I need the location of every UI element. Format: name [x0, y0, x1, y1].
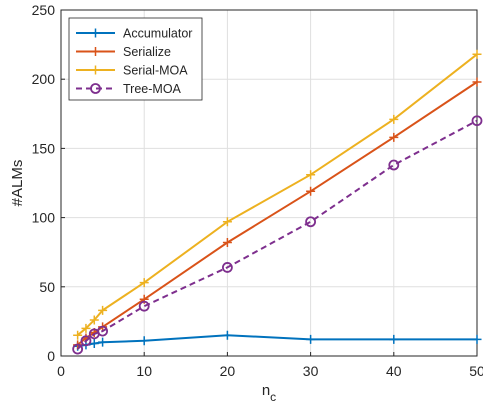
data-point-accumulator: [139, 336, 149, 346]
x-tick-label: 30: [303, 363, 319, 379]
series-tree-moa: [72, 115, 483, 355]
legend-marker-serialize: [91, 47, 100, 56]
data-point-accumulator: [222, 330, 232, 340]
data-point-tree-moa: [97, 325, 108, 337]
data-point-serialize: [472, 77, 482, 87]
legend-label-tree-moa: Tree-MOA: [123, 82, 182, 96]
x-axis-title-main: n: [262, 382, 270, 399]
legend-items: Accumulator Serialize Serial-MOA Tree-MOA: [76, 27, 192, 96]
x-axis: 0 10 20 30 40 50: [57, 352, 483, 379]
y-tick-label: 200: [32, 71, 56, 87]
data-point-serialize: [306, 186, 316, 196]
x-tick-label: 20: [220, 363, 236, 379]
y-tick-label: 100: [32, 210, 56, 226]
x-tick-label: 40: [386, 363, 402, 379]
data-point-tree-moa: [305, 216, 317, 228]
data-point-serial-moa: [472, 49, 482, 59]
y-axis: 0 50 100 150 200 250: [32, 2, 65, 364]
y-tick-label: 150: [32, 140, 56, 156]
legend-label-serialize: Serialize: [123, 45, 171, 59]
data-point-serial-moa: [222, 217, 232, 227]
x-tick-label: 0: [57, 363, 65, 379]
data-point-accumulator: [98, 337, 108, 347]
x-axis-title-subscript: c: [270, 390, 276, 404]
x-axis-title: nc: [262, 382, 276, 404]
data-point-serial-moa: [73, 330, 83, 340]
data-point-tree-moa: [80, 335, 92, 347]
data-point-serial-moa: [81, 323, 91, 333]
data-point-tree-moa: [72, 343, 84, 355]
data-point-tree-moa: [221, 262, 233, 273]
y-tick-label: 50: [39, 279, 55, 295]
legend-marker-accumulator: [91, 28, 100, 38]
legend-label-accumulator: Accumulator: [123, 27, 192, 41]
data-point-serial-moa: [389, 114, 399, 124]
data-point-accumulator: [89, 339, 99, 349]
series-serial-moa: [73, 49, 482, 340]
legend: Accumulator Serialize Serial-MOA Tree-MOA: [68, 17, 203, 101]
legend-marker-serial-moa: [91, 65, 100, 75]
data-point-tree-moa: [138, 300, 150, 312]
legend-item-tree-moa: Tree-MOA: [76, 82, 182, 96]
legend-marker-tree-moa: [90, 83, 101, 94]
data-point-accumulator: [306, 334, 316, 344]
data-point-serial-moa: [98, 305, 108, 315]
data-point-tree-moa: [388, 159, 400, 171]
y-tick-label: 0: [47, 348, 55, 364]
legend-item-serialize: Serialize: [76, 45, 171, 59]
data-point-serialize: [222, 238, 232, 248]
series-line-tree-moa: [76, 119, 478, 350]
data-point-accumulator: [472, 334, 482, 344]
series-group: [72, 49, 483, 355]
data-point-serial-moa: [89, 315, 99, 325]
data-point-serial-moa: [139, 278, 149, 288]
y-tick-label: 250: [32, 2, 56, 18]
legend-label-serial-moa: Serial-MOA: [123, 64, 188, 78]
data-point-accumulator: [389, 334, 399, 344]
x-tick-label: 10: [136, 363, 152, 379]
legend-item-serial-moa: Serial-MOA: [76, 64, 188, 78]
y-axis-title: #ALMs: [9, 160, 26, 207]
data-point-tree-moa: [471, 115, 483, 127]
grid: [60, 9, 478, 357]
data-point-serial-moa: [306, 170, 316, 180]
legend-item-accumulator: Accumulator: [76, 27, 192, 41]
plot-frame: [60, 9, 478, 357]
x-tick-label: 50: [469, 363, 483, 379]
data-point-serialize: [389, 132, 399, 142]
